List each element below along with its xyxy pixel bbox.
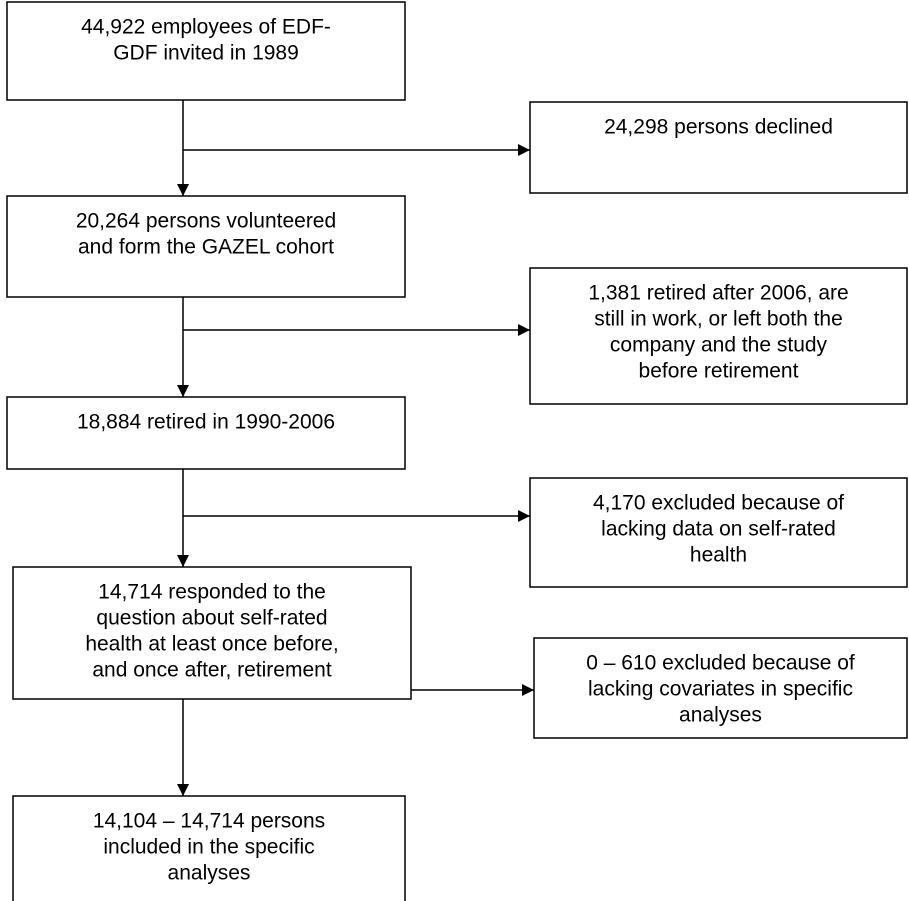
node-box	[12, 566, 412, 700]
node-text: lacking covariates in specific	[588, 678, 853, 701]
node-text: 24,298 persons declined	[604, 116, 833, 139]
node-text: 14,104 – 14,714 persons	[93, 810, 325, 833]
node-text: company and the study	[610, 334, 828, 357]
node-text: still in work, or left both the	[594, 308, 843, 331]
node-text: 0 – 610 excluded because of	[586, 652, 855, 675]
node-text: health at least once before,	[85, 633, 338, 656]
node-text: 1,381 retired after 2006, are	[588, 282, 848, 305]
node-text: included in the specific	[103, 836, 314, 859]
node-box	[6, 1, 406, 101]
node-text: 14,714 responded to the	[98, 581, 326, 604]
node-text: and once after, retirement	[92, 659, 331, 682]
node-text: analyses	[168, 862, 251, 885]
node-text: lacking data on self-rated	[601, 518, 836, 541]
node-text: analyses	[679, 704, 762, 727]
node-text: question about self-rated	[96, 607, 327, 630]
node-box	[6, 195, 406, 298]
node-text: 4,170 excluded because of	[593, 492, 844, 515]
connectors	[177, 100, 534, 796]
node-box	[529, 267, 908, 405]
node-text: before retirement	[639, 360, 799, 383]
node-text: GDF invited in 1989	[113, 42, 299, 65]
node-box	[529, 101, 908, 194]
node-box	[12, 795, 406, 901]
node-box	[529, 477, 908, 588]
node-text: 20,264 persons volunteered	[76, 210, 336, 233]
node-text: 18,884 retired in 1990-2006	[77, 411, 335, 434]
node-text: 44,922 employees of EDF-	[81, 16, 331, 39]
node-text: and form the GAZEL cohort	[78, 236, 334, 259]
node-box	[6, 396, 406, 470]
node-text: health	[690, 544, 747, 567]
node-box	[533, 637, 908, 739]
